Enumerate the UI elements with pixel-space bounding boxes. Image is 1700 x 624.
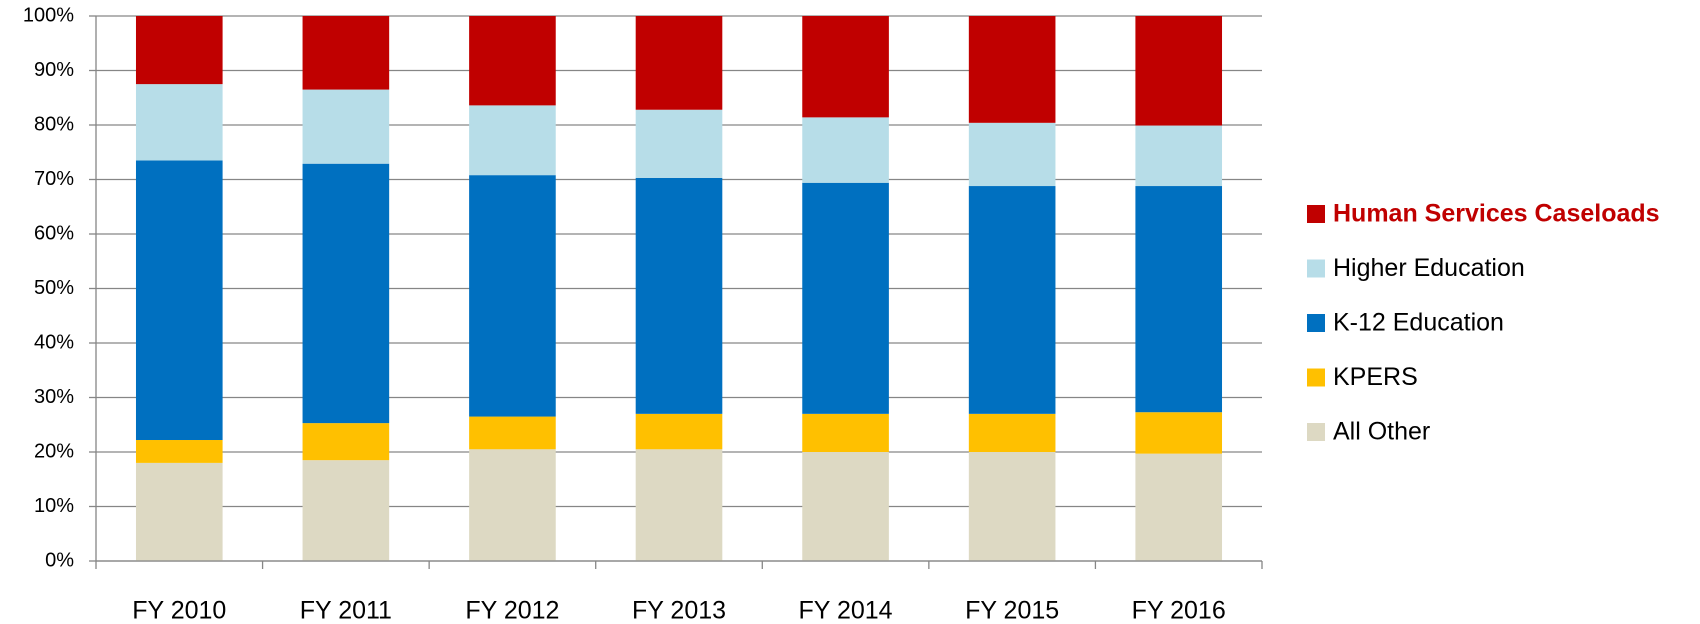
bar-segment: [802, 182, 889, 414]
bar-segment: [802, 452, 889, 561]
bar-segment: [635, 16, 723, 110]
bar-segment: [968, 122, 1056, 187]
bar-segment: [302, 423, 390, 461]
bar-segment: [635, 413, 723, 450]
x-tick-label: FY 2016: [1132, 597, 1226, 624]
bar-segment: [302, 89, 390, 164]
bar-segment: [968, 413, 1056, 452]
bar-segment: [135, 440, 223, 463]
y-tick-label: 50%: [34, 277, 74, 299]
x-tick-label: FY 2010: [132, 597, 226, 624]
bar-segment: [469, 105, 556, 176]
legend-swatch: [1307, 423, 1325, 441]
bar-segment: [469, 449, 556, 561]
bar-segment: [1135, 186, 1223, 413]
y-tick-label: 100%: [23, 4, 74, 26]
bar-segment: [302, 163, 390, 424]
bar-segment: [1135, 412, 1223, 454]
y-tick-label: 70%: [34, 168, 74, 190]
legend-label: Human Services Caseloads: [1333, 200, 1660, 228]
x-tick-label: FY 2014: [799, 597, 893, 624]
bar-segment: [469, 175, 556, 417]
y-tick-label: 30%: [34, 386, 74, 408]
bar-segment: [135, 16, 223, 85]
y-tick-label: 10%: [34, 495, 74, 517]
bar-segment: [302, 16, 390, 90]
bar-segment: [802, 16, 889, 118]
x-tick-label: FY 2015: [965, 597, 1059, 624]
bar-segment: [1135, 16, 1223, 126]
bar-segment: [135, 84, 223, 161]
legend-swatch: [1307, 205, 1325, 223]
y-tick-label: 40%: [34, 331, 74, 353]
bar-segment: [469, 416, 556, 450]
legend-label: Higher Education: [1333, 254, 1525, 282]
x-tick-label: FY 2012: [465, 597, 559, 624]
bar-segment: [802, 413, 889, 452]
bar-segment: [968, 186, 1056, 414]
bar-segment: [302, 460, 390, 561]
y-tick-label: 80%: [34, 113, 74, 135]
legend-label: KPERS: [1333, 363, 1418, 391]
legend-swatch: [1307, 314, 1325, 332]
bar-segment: [1135, 125, 1223, 187]
y-tick-label: 0%: [45, 549, 74, 571]
x-tick-label: FY 2013: [632, 597, 726, 624]
legend-swatch: [1307, 259, 1325, 278]
legend-label: All Other: [1333, 418, 1430, 446]
bar-segment: [469, 16, 556, 106]
bar-segment: [968, 452, 1056, 561]
bar-segment: [635, 449, 723, 561]
bar-segment: [1135, 453, 1223, 561]
bar-segment: [968, 16, 1056, 123]
legend-label: K-12 Education: [1333, 309, 1504, 337]
bar-segment: [635, 109, 723, 178]
bar-segment: [802, 117, 889, 183]
bar-segment: [135, 462, 223, 561]
y-tick-label: 60%: [34, 222, 74, 244]
y-tick-label: 20%: [34, 440, 74, 462]
x-tick-label: FY 2011: [300, 597, 392, 624]
bar-segment: [635, 177, 723, 414]
y-tick-label: 90%: [34, 59, 74, 81]
legend-swatch: [1307, 368, 1325, 387]
bar-segment: [135, 160, 223, 441]
